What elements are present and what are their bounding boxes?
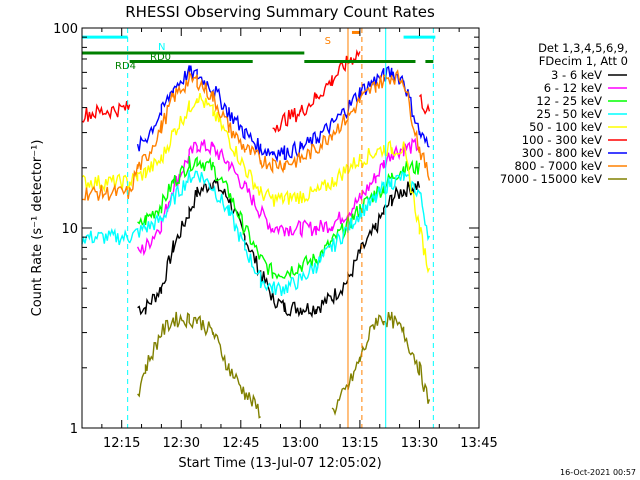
x-tick-label-5: 13:30: [401, 436, 438, 451]
series-800-7000-kev: [82, 69, 431, 201]
x-tick-label-0: 12:15: [103, 436, 140, 451]
series-50-100-kev: [81, 92, 431, 274]
flag-label-n: N: [158, 42, 165, 53]
x-tick-label-6: 13:45: [460, 436, 497, 451]
legend: Det 1,3,4,5,6,9, FDecim 1, Att 0 3 - 6 k…: [500, 41, 628, 186]
vertical-marker-layer: [127, 28, 434, 428]
legend-header-line-1: Det 1,3,4,5,6,9,: [538, 41, 628, 55]
series-12-25-kev: [137, 156, 421, 280]
series-line-100-300-kev: [81, 100, 131, 123]
series-25-50-kev: [81, 170, 431, 297]
flag-rd4: RD4: [115, 59, 434, 72]
series-line-3-6-kev: [137, 177, 421, 319]
flag-s: S: [325, 30, 360, 47]
legend-label-6-12-kev: 6 - 12 keV: [544, 81, 602, 95]
flag-n: N: [82, 35, 436, 53]
series-line-100-300-kev: [272, 49, 361, 134]
y-axis-label: Count Rate (s⁻¹ detector⁻¹): [30, 140, 45, 317]
series-line-7000-15000-kev: [137, 311, 261, 419]
series-line-800-7000-kev: [82, 69, 431, 201]
x-tick-label-1: 12:30: [163, 436, 200, 451]
x-tick-label-4: 13:15: [341, 436, 378, 451]
series-line-6-12-kev: [136, 137, 420, 257]
legend-label-100-300-kev: 100 - 300 keV: [522, 133, 602, 147]
y-tick-label-0: 1: [70, 422, 78, 437]
series-3-6-kev: [137, 177, 421, 319]
series-100-300-kev: [81, 49, 431, 134]
flag-label-s: S: [325, 36, 331, 47]
legend-label-800-7000-kev: 800 - 7000 keV: [514, 159, 602, 173]
y-tick-label-1: 10: [61, 222, 78, 237]
legend-label-3-6-kev: 3 - 6 keV: [551, 68, 602, 82]
y-tick-label-2: 100: [53, 22, 78, 37]
y-axis-ticks: 1 10 100: [53, 22, 479, 437]
x-axis-label: Start Time (13-Jul-07 12:05:02): [178, 456, 381, 471]
legend-label-12-25-kev: 12 - 25 keV: [536, 94, 602, 108]
legend-label-25-50-kev: 25 - 50 keV: [536, 107, 602, 121]
x-axis-ticks: 12:15 12:30 12:45 13:00 13:15 13:30 13:45: [101, 28, 498, 451]
series-6-12-kev: [136, 137, 420, 257]
flag-label-rd0: RD0: [150, 52, 171, 63]
flag-label-rd4: RD4: [115, 61, 136, 72]
footer-timestamp: 16-Oct-2021 00:57: [560, 468, 636, 477]
series-line-12-25-kev: [137, 156, 421, 280]
series-line-50-100-kev: [81, 92, 431, 274]
chart-title: RHESSI Observing Summary Count Rates: [125, 3, 435, 21]
legend-header-line-2: FDecim 1, Att 0: [539, 54, 628, 68]
series-line-25-50-kev: [81, 170, 431, 297]
legend-label-7000-15000-kev: 7000 - 15000 keV: [500, 172, 602, 186]
legend-label-50-100-kev: 50 - 100 keV: [529, 120, 602, 134]
series-line-100-300-kev: [418, 93, 431, 115]
legend-label-300-800-kev: 300 - 800 keV: [522, 146, 602, 160]
flag-rd0: RD0: [82, 51, 305, 63]
x-tick-label-2: 12:45: [222, 436, 259, 451]
x-tick-label-3: 13:00: [282, 436, 319, 451]
